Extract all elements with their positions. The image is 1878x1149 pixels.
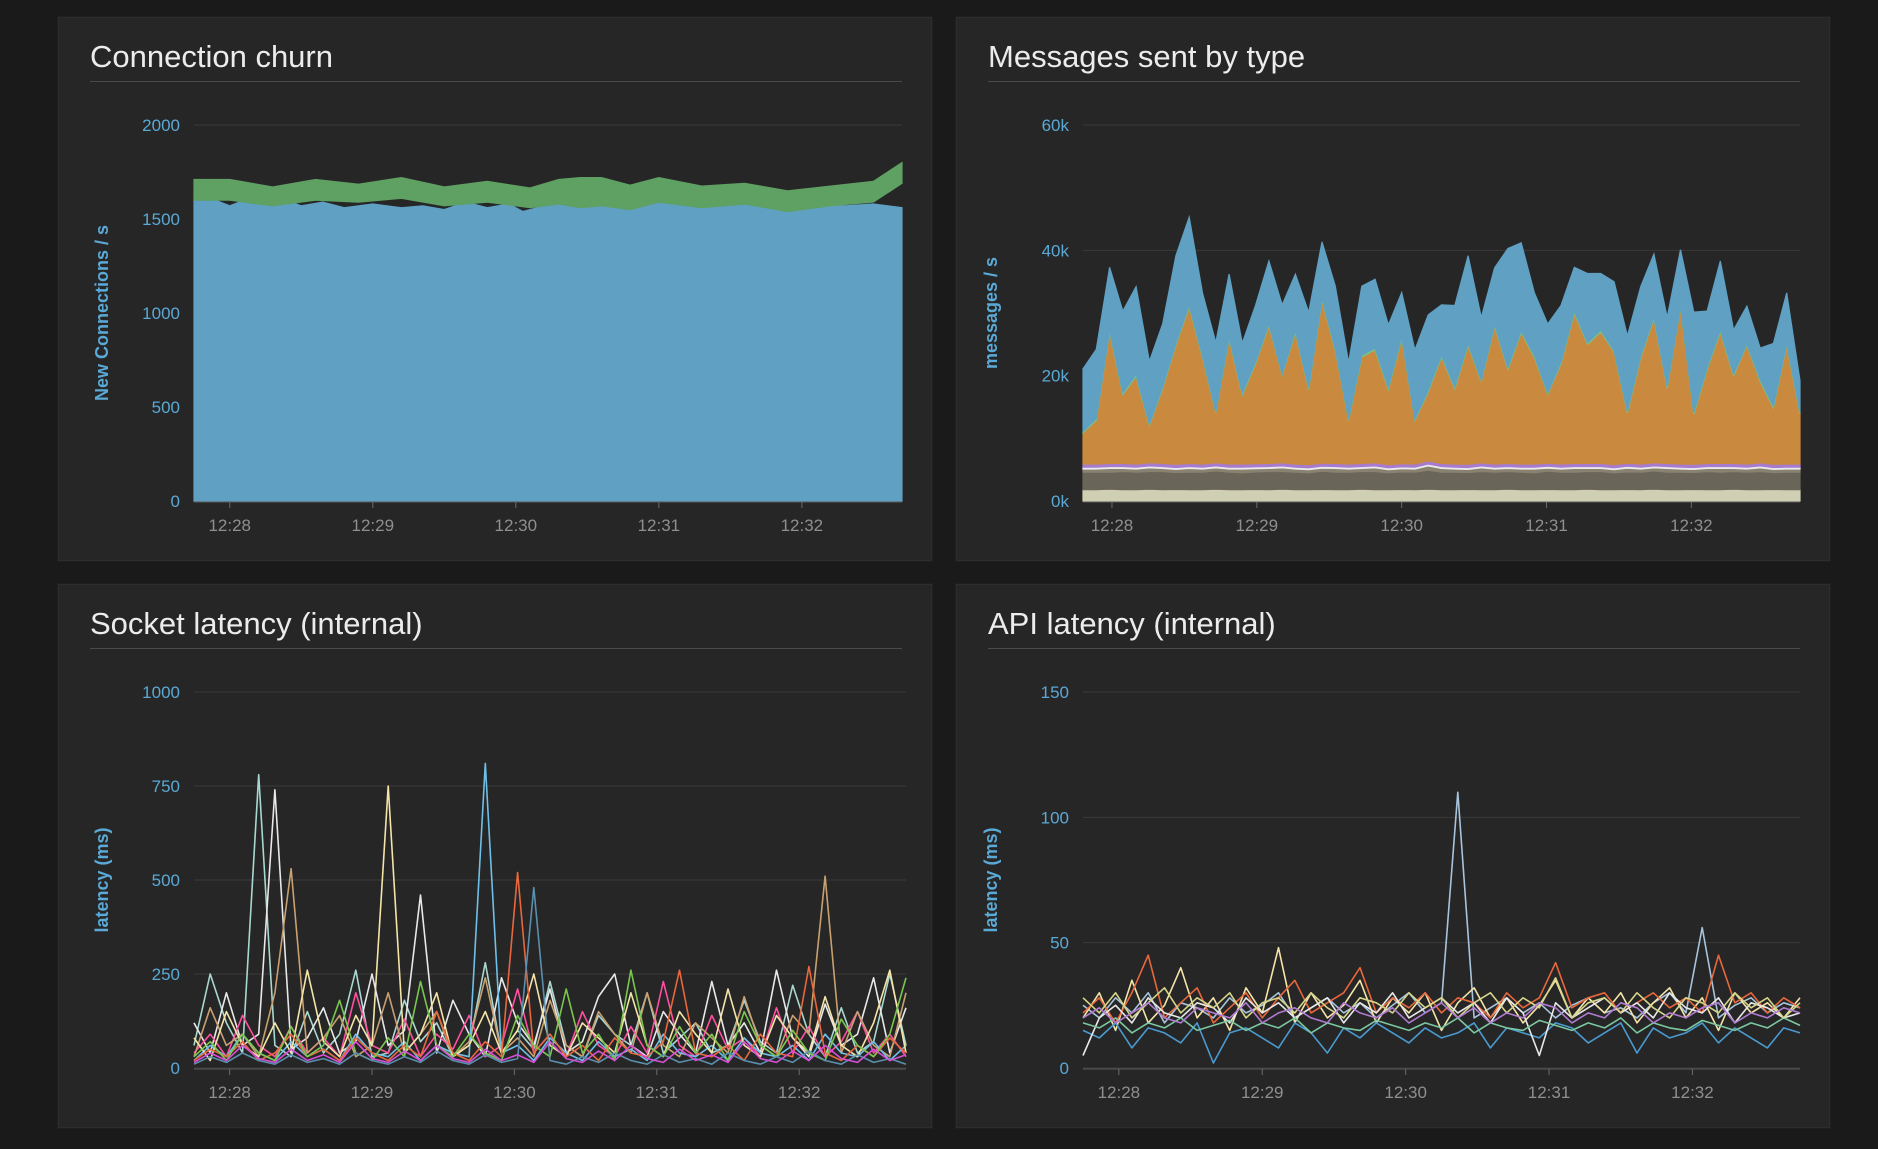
panel-title: API latency (internal) bbox=[988, 604, 1800, 649]
y-tick-label: 60k bbox=[1042, 116, 1070, 135]
x-tick-label: 12:32 bbox=[1670, 516, 1713, 535]
y-tick-label: 750 bbox=[152, 777, 180, 796]
line-series-6 bbox=[193, 871, 907, 1062]
line-series-1 bbox=[1082, 946, 1801, 1032]
y-tick-label: 100 bbox=[1041, 808, 1069, 827]
x-tick-label: 12:28 bbox=[1091, 516, 1134, 535]
x-tick-label: 12:32 bbox=[778, 1083, 821, 1102]
chart-api-latency: 0 50 100 150 latency (ms) 12:28 12:29 12:30 12:3… bbox=[981, 683, 1801, 1102]
x-tick-label: 12:31 bbox=[636, 1083, 679, 1102]
chart-connection-churn: 0 500 1000 1500 2000 New Connections / s 12:28… bbox=[92, 116, 903, 535]
area-series-7 bbox=[1082, 214, 1801, 433]
y-tick-label: 20k bbox=[1042, 367, 1070, 386]
y-tick-label: 1500 bbox=[142, 210, 180, 229]
x-tick-label: 12:32 bbox=[1671, 1083, 1714, 1102]
x-tick-label: 12:31 bbox=[1525, 516, 1568, 535]
y-tick-label: 0 bbox=[171, 492, 180, 511]
x-tick-label: 12:30 bbox=[495, 516, 538, 535]
line-series-4 bbox=[193, 762, 907, 1062]
line-series-2 bbox=[1082, 954, 1801, 1024]
panel-title: Messages sent by type bbox=[988, 37, 1800, 82]
x-tick-label: 12:30 bbox=[1384, 1083, 1427, 1102]
y-tick-label: 0 bbox=[171, 1059, 180, 1078]
line-series-3 bbox=[1082, 1022, 1801, 1064]
y-tick-label: 1000 bbox=[142, 683, 180, 702]
x-tick-label: 12:31 bbox=[638, 516, 681, 535]
panel-title: Connection churn bbox=[90, 37, 902, 82]
x-tick-label: 12:29 bbox=[1236, 516, 1279, 535]
line-series-5 bbox=[193, 785, 907, 1062]
line-series-9 bbox=[193, 1040, 907, 1064]
area-series-1 bbox=[1082, 469, 1801, 491]
y-axis-label: New Connections / s bbox=[92, 225, 112, 401]
area-series-0 bbox=[193, 182, 903, 502]
panel-title: Socket latency (internal) bbox=[90, 604, 902, 649]
panel-api-latency: API latency (internal) 0 50 100 150 latency … bbox=[955, 583, 1831, 1129]
y-tick-label: 1000 bbox=[142, 304, 180, 323]
area-series-1 bbox=[193, 161, 903, 213]
y-tick-label: 250 bbox=[152, 965, 180, 984]
line-series-8 bbox=[193, 886, 907, 1065]
y-axis-label: latency (ms) bbox=[92, 827, 112, 932]
y-axis-label: latency (ms) bbox=[981, 827, 1001, 932]
chart-messages-sent-by-type: 0k 20k 40k 60k messages / s 12:28 12:29 12:30 12… bbox=[981, 116, 1801, 535]
chart-socket-latency: 0 250 500 750 1000 latency (ms) 12:28 12:29 12:3… bbox=[92, 683, 907, 1102]
panel-messages-sent-by-type: Messages sent by type 0k 20k 40k 60k message… bbox=[955, 16, 1831, 562]
x-tick-label: 12:29 bbox=[1241, 1083, 1284, 1102]
y-tick-label: 500 bbox=[152, 398, 180, 417]
line-series-0 bbox=[1082, 791, 1801, 1024]
x-tick-label: 12:30 bbox=[1380, 516, 1423, 535]
x-tick-label: 12:28 bbox=[208, 1083, 251, 1102]
y-axis-label: messages / s bbox=[981, 257, 1001, 369]
y-tick-label: 40k bbox=[1042, 241, 1070, 260]
series-group bbox=[1082, 214, 1801, 502]
y-tick-label: 0k bbox=[1051, 492, 1069, 511]
line-series-1 bbox=[193, 789, 907, 1058]
line-series-6 bbox=[1082, 977, 1801, 1019]
y-tick-label: 2000 bbox=[142, 116, 180, 135]
y-tick-label: 50 bbox=[1050, 934, 1069, 953]
panel-socket-latency: Socket latency (internal) 0 250 500 750 1000… bbox=[57, 583, 933, 1129]
x-tick-label: 12:31 bbox=[1528, 1083, 1571, 1102]
y-tick-label: 500 bbox=[152, 871, 180, 890]
line-series-0 bbox=[193, 773, 907, 1058]
y-tick-label: 150 bbox=[1041, 683, 1069, 702]
series-group bbox=[1082, 791, 1801, 1064]
line-series-5 bbox=[1082, 1017, 1801, 1034]
x-tick-label: 12:32 bbox=[781, 516, 824, 535]
x-tick-label: 12:29 bbox=[351, 1083, 394, 1102]
panel-connection-churn: Connection churn 0 500 1000 1500 2000 New Con… bbox=[57, 16, 933, 562]
y-tick-label: 0 bbox=[1060, 1059, 1069, 1078]
series-group bbox=[193, 161, 903, 502]
line-series-7 bbox=[1082, 1002, 1801, 1024]
x-tick-label: 12:29 bbox=[352, 516, 395, 535]
x-tick-label: 12:28 bbox=[1098, 1083, 1141, 1102]
series-group bbox=[193, 762, 907, 1065]
x-tick-label: 12:28 bbox=[208, 516, 251, 535]
area-series-0 bbox=[1082, 488, 1801, 502]
x-tick-label: 12:30 bbox=[493, 1083, 536, 1102]
